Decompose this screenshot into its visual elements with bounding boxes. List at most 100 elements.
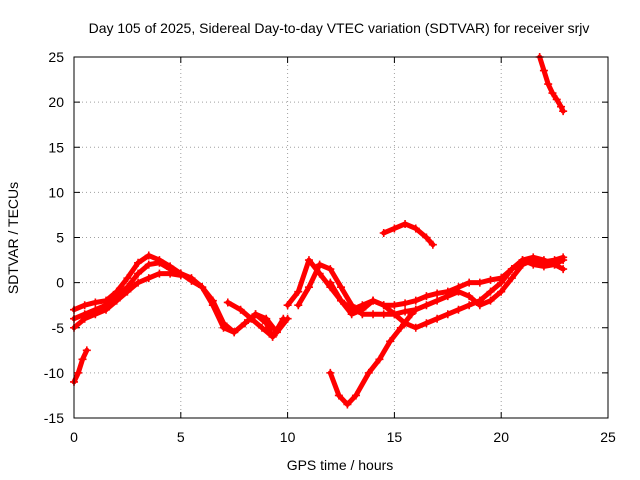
data-point — [486, 275, 495, 284]
series-line-arc-4 — [71, 347, 90, 385]
data-point — [358, 305, 367, 314]
data-point — [369, 296, 378, 305]
plot-frame — [73, 56, 609, 419]
data-point — [112, 296, 121, 305]
x-tick-label: 25 — [600, 429, 616, 445]
data-point — [529, 260, 538, 269]
data-point — [326, 265, 335, 274]
data-point — [552, 95, 561, 104]
data-point — [326, 368, 335, 377]
data-point — [422, 319, 431, 328]
data-point — [557, 102, 566, 111]
data-point — [411, 224, 420, 233]
data-point — [518, 256, 527, 265]
data-point — [275, 323, 284, 332]
y-tick-label: 15 — [48, 139, 64, 155]
data-point — [407, 310, 416, 319]
data-point — [379, 228, 388, 237]
x-tick-label: 10 — [280, 429, 296, 445]
data-point — [198, 283, 207, 292]
data-point — [155, 269, 164, 278]
data-point — [134, 278, 143, 287]
data-point — [78, 355, 87, 364]
data-point — [401, 299, 410, 308]
data-point — [454, 305, 463, 314]
data-point — [134, 269, 143, 278]
data-point — [411, 296, 420, 305]
data-point — [364, 368, 373, 377]
series-line-arc-5 — [225, 299, 282, 340]
y-tick-label: 25 — [48, 49, 64, 65]
data-point — [294, 287, 303, 296]
data-point — [155, 258, 164, 267]
data-point — [454, 287, 463, 296]
data-point — [251, 310, 260, 319]
data-point — [74, 368, 83, 377]
y-tick-label: -10 — [44, 365, 64, 381]
data-point — [497, 287, 506, 296]
x-tick-label: 5 — [177, 429, 185, 445]
data-point — [550, 260, 559, 269]
data-point — [134, 258, 143, 267]
data-point — [433, 289, 442, 298]
data-point — [347, 310, 356, 319]
data-point — [123, 287, 132, 296]
x-tick-label: 20 — [493, 429, 509, 445]
data-point — [486, 296, 495, 305]
data-point — [304, 283, 313, 292]
data-point — [247, 314, 256, 323]
data-point — [507, 274, 516, 283]
data-point — [507, 265, 516, 274]
data-point — [240, 319, 249, 328]
series-line-arc-7 — [295, 254, 566, 317]
data-point — [326, 278, 335, 287]
data-point — [268, 332, 277, 341]
data-point — [548, 89, 557, 98]
data-point — [559, 107, 568, 116]
data-point — [390, 310, 399, 319]
data-point — [144, 274, 153, 283]
data-point — [236, 305, 245, 314]
data-point — [334, 391, 343, 400]
data-point — [91, 310, 100, 319]
data-point — [475, 278, 484, 287]
data-point — [390, 301, 399, 310]
data-point — [102, 305, 111, 314]
data-point — [223, 298, 232, 307]
data-point — [486, 287, 495, 296]
data-point — [343, 400, 352, 409]
data-point — [304, 256, 313, 265]
data-point — [257, 323, 266, 332]
data-point — [283, 314, 292, 323]
data-point — [401, 307, 410, 316]
data-point — [144, 251, 153, 260]
x-tick-label: 15 — [387, 429, 403, 445]
x-tick-label: 0 — [70, 429, 78, 445]
data-point — [559, 256, 568, 265]
data-point — [337, 296, 345, 305]
y-tick-label: 0 — [56, 275, 64, 291]
data-point — [475, 296, 484, 305]
y-tick-label: 5 — [56, 230, 64, 246]
data-point — [422, 292, 431, 301]
data-point — [433, 296, 442, 305]
data-point — [411, 305, 420, 314]
data-point — [315, 260, 324, 269]
y-tick-label: 20 — [48, 94, 64, 110]
data-point — [219, 323, 228, 332]
data-point — [443, 310, 452, 319]
data-point — [262, 314, 271, 323]
data-point — [144, 260, 153, 269]
chart-title: Day 105 of 2025, Sidereal Day-to-day VTE… — [89, 20, 590, 36]
data-point — [294, 301, 303, 310]
data-point — [386, 337, 395, 346]
data-point — [166, 269, 175, 278]
data-point — [539, 262, 548, 271]
data-point — [544, 80, 553, 89]
data-point — [465, 278, 474, 287]
data-point — [80, 314, 89, 323]
data-point — [379, 301, 388, 310]
data-point — [283, 301, 292, 310]
x-axis-label: GPS time / hours — [287, 457, 394, 473]
